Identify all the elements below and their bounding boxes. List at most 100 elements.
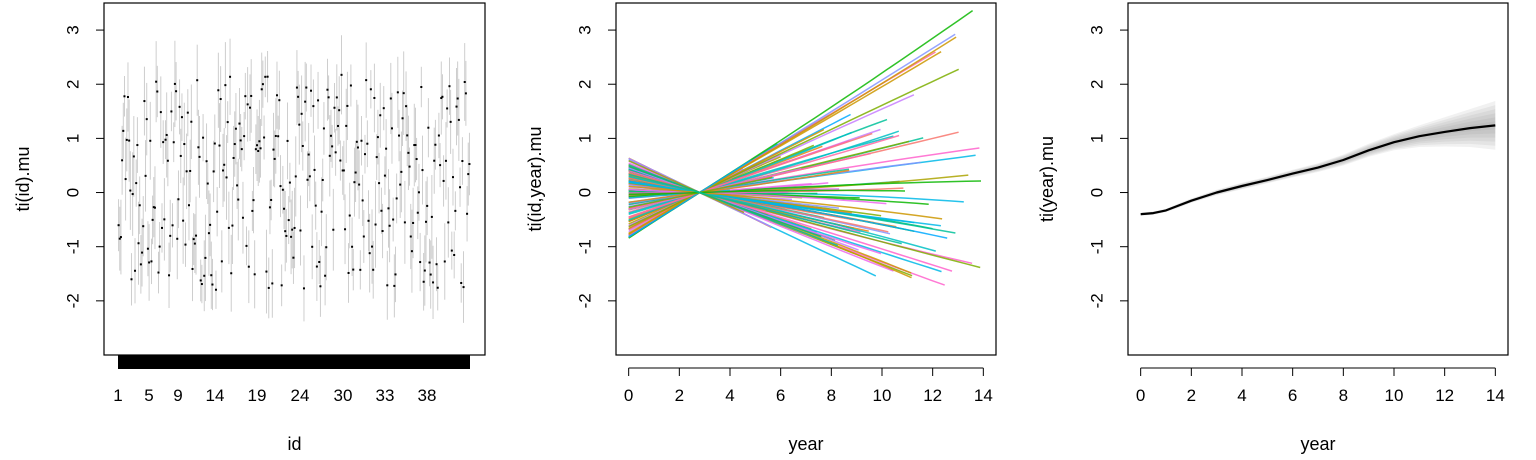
data-point [338, 109, 341, 112]
data-point [368, 252, 371, 255]
data-point [209, 223, 212, 226]
data-point [327, 96, 330, 99]
data-point [178, 105, 181, 108]
data-point [381, 230, 384, 233]
data-point [132, 155, 135, 158]
band-layer [1140, 101, 1496, 216]
data-point [283, 207, 286, 210]
data-point [253, 273, 256, 276]
data-point [317, 99, 320, 102]
data-point [291, 228, 294, 231]
series-line [628, 169, 850, 204]
data-point [218, 144, 221, 147]
x-tick-label: 4 [725, 386, 734, 405]
data-point [240, 148, 243, 151]
data-point [138, 204, 141, 207]
series-line [628, 159, 752, 238]
y-tick-label: -1 [575, 239, 594, 254]
data-point [204, 256, 207, 259]
data-point [261, 83, 264, 86]
data-point [217, 89, 220, 92]
data-point [325, 246, 328, 249]
y-tick-label: 0 [63, 188, 82, 197]
data-point [246, 103, 249, 106]
x-tick-label: 19 [248, 386, 267, 405]
data-point [161, 226, 163, 229]
data-point [264, 75, 267, 78]
x-tick-label: 14 [1486, 386, 1505, 405]
data-point [373, 96, 376, 99]
data-point [399, 183, 402, 186]
data-point [461, 160, 464, 163]
data-point [442, 179, 445, 182]
data-point [238, 122, 241, 125]
data-point [125, 138, 128, 141]
series-line [628, 160, 745, 214]
x-tick-label: 14 [206, 386, 225, 405]
data-point [192, 238, 195, 241]
data-point [385, 147, 388, 150]
data-point [371, 245, 374, 248]
data-point [275, 94, 278, 97]
y-tick-label: -1 [1087, 239, 1106, 254]
data-point [329, 134, 332, 137]
data-point [426, 204, 429, 207]
data-point [146, 247, 149, 250]
data-point [354, 171, 357, 174]
data-point [184, 243, 187, 246]
x-tick-label: 6 [776, 386, 785, 405]
data-point [149, 139, 152, 142]
data-point [305, 86, 308, 89]
data-point [389, 97, 392, 100]
data-point [333, 106, 336, 109]
data-point [195, 234, 198, 237]
data-point [205, 160, 208, 163]
series-line [628, 181, 941, 227]
data-point [414, 144, 417, 147]
data-point [290, 235, 293, 238]
data-point [362, 235, 365, 238]
series-lines [628, 9, 982, 286]
data-point [315, 265, 318, 268]
data-point [459, 186, 462, 189]
data-point [439, 164, 442, 167]
data-point [352, 268, 355, 271]
series-line [628, 131, 852, 221]
data-point [328, 154, 331, 157]
data-point [402, 92, 405, 95]
data-point [468, 163, 471, 166]
data-point [310, 89, 313, 92]
data-point [403, 221, 406, 224]
data-point [380, 209, 383, 212]
y-tick-label: 0 [1087, 188, 1106, 197]
series-line [628, 173, 902, 245]
x-tick-label: 30 [334, 386, 353, 405]
data-point [134, 269, 137, 272]
data-point [348, 214, 351, 217]
data-point [173, 82, 176, 85]
data-point [244, 95, 247, 98]
series-line [628, 51, 942, 234]
x-tick-label: 4 [1237, 386, 1246, 405]
x-tick-label: 12 [1435, 386, 1454, 405]
x-tick-label: 6 [1288, 386, 1297, 405]
data-point [324, 274, 327, 277]
data-point [175, 90, 178, 93]
data-point [425, 220, 427, 223]
data-point [196, 79, 199, 82]
data-point [462, 286, 465, 289]
data-point [256, 144, 259, 147]
y-tick-label: 2 [1087, 79, 1106, 88]
data-point [260, 88, 263, 91]
series-line [628, 185, 943, 220]
data-point [220, 260, 223, 263]
data-point [287, 219, 290, 222]
data-point [191, 267, 194, 270]
data-point [139, 263, 142, 266]
y-tick-label: -2 [1087, 293, 1106, 308]
data-point [374, 223, 377, 226]
x-tick-label: 24 [291, 386, 310, 405]
